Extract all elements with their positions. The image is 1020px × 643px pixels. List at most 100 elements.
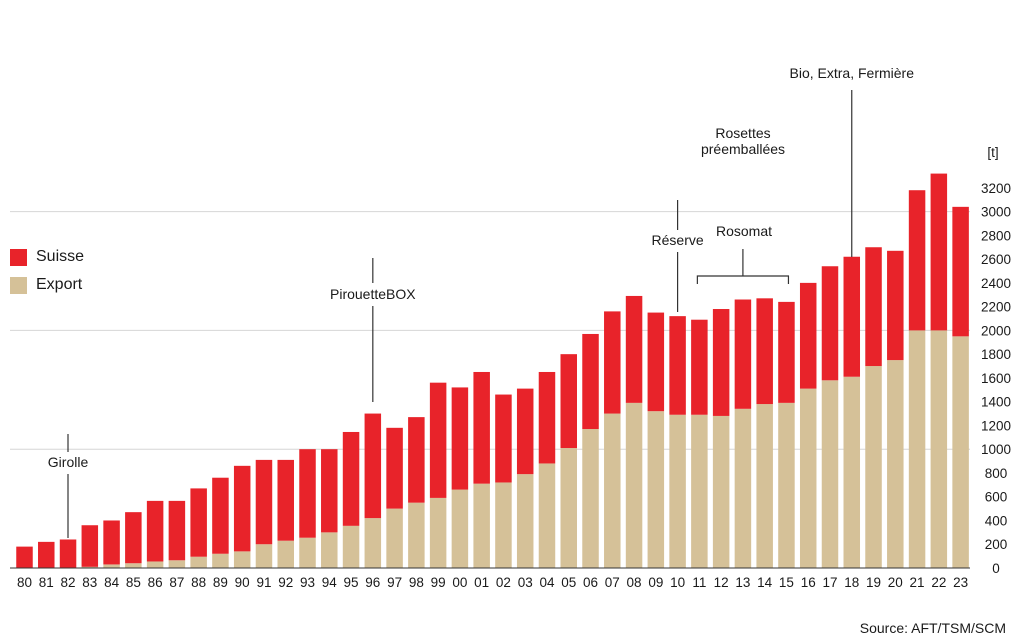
bar-suisse-21 [908, 190, 926, 331]
legend-swatch-suisse [10, 248, 27, 266]
bar-suisse-09 [647, 312, 665, 412]
x-tick-label-21: 21 [910, 575, 925, 590]
x-tick-label-10: 10 [670, 575, 685, 590]
x-tick-label-12: 12 [714, 575, 729, 590]
bar-export-12 [712, 415, 730, 568]
x-tick-label-93: 93 [300, 575, 315, 590]
x-tick-label-80: 80 [17, 575, 32, 590]
bar-suisse-14 [756, 298, 773, 405]
bar-export-15 [778, 402, 795, 568]
bar-export-89 [212, 553, 229, 568]
bar-export-92 [277, 540, 294, 568]
bar-export-86 [146, 561, 164, 568]
bar-export-02 [495, 482, 512, 568]
x-tick-label-97: 97 [387, 575, 402, 590]
bar-export-94 [321, 532, 338, 568]
bar-export-03 [516, 474, 534, 568]
bar-suisse-90 [233, 465, 251, 552]
x-tick-label-83: 83 [82, 575, 97, 590]
y-tick-label-800: 800 [985, 466, 1008, 481]
bar-export-04 [538, 463, 556, 568]
bar-suisse-81 [38, 541, 55, 568]
annotation-bio-extra-fermiere: Bio, Extra, Fermière [790, 65, 915, 81]
bar-export-20 [887, 360, 904, 568]
bar-suisse-95 [342, 431, 360, 526]
y-tick-label-2800: 2800 [981, 228, 1011, 243]
x-tick-label-22: 22 [931, 575, 946, 590]
y-axis-unit: [t] [987, 145, 998, 160]
x-tick-label-04: 04 [539, 575, 555, 590]
bar-export-23 [952, 336, 969, 568]
y-tick-label-400: 400 [985, 513, 1008, 528]
bar-suisse-96 [364, 413, 382, 519]
bar-suisse-08 [625, 295, 643, 403]
bar-export-87 [168, 560, 186, 568]
axes: 80 81 82 83 84 85 86 87 88 89 90 91 92 93 94 95 96 97 98 99… [10, 145, 1011, 590]
y-tick-label-1000: 1000 [981, 442, 1011, 457]
x-tick-label-01: 01 [474, 575, 489, 590]
x-tick-label-09: 09 [648, 575, 663, 590]
x-tick-label-16: 16 [801, 575, 816, 590]
bar-suisse-91 [255, 459, 273, 545]
legend-item-suisse: Suisse [10, 243, 84, 271]
x-tick-label-02: 02 [496, 575, 511, 590]
x-tick-label-86: 86 [148, 575, 163, 590]
bar-suisse-07 [604, 311, 621, 414]
x-tick-label-18: 18 [844, 575, 859, 590]
annotations: Girolle PirouetteBOX Réserve Rosettes préemb… [48, 65, 914, 538]
x-tick-label-88: 88 [191, 575, 206, 590]
bar-suisse-01 [473, 371, 490, 484]
x-tick-label-20: 20 [888, 575, 903, 590]
x-tick-label-19: 19 [866, 575, 881, 590]
bar-suisse-04 [538, 371, 556, 464]
bar-suisse-19 [865, 247, 882, 367]
bar-suisse-05 [560, 354, 577, 449]
legend-label-export: Export [36, 276, 83, 293]
bar-export-91 [255, 544, 273, 568]
annotation-reserve: Réserve [652, 232, 704, 248]
bar-suisse-99 [429, 382, 447, 498]
bar-export-05 [560, 448, 577, 568]
bar-suisse-87 [168, 500, 186, 561]
bar-export-95 [342, 525, 360, 568]
bar-export-18 [843, 376, 861, 568]
annotation-rosomat: Rosomat [716, 223, 772, 239]
x-tick-label-07: 07 [605, 575, 620, 590]
bar-export-17 [821, 380, 839, 568]
bar-suisse-23 [952, 206, 969, 337]
bar-suisse-92 [277, 459, 294, 541]
bar-export-19 [865, 366, 882, 568]
x-tick-label-95: 95 [344, 575, 359, 590]
x-tick-label-05: 05 [561, 575, 576, 590]
y-tick-label-2000: 2000 [981, 323, 1011, 338]
y-tick-label-200: 200 [985, 537, 1008, 552]
annotation-girolle: Girolle [48, 454, 89, 470]
x-tick-label-89: 89 [213, 575, 228, 590]
x-tick-label-91: 91 [256, 575, 271, 590]
bar-export-88 [190, 556, 207, 568]
bar-export-90 [233, 551, 251, 568]
bar-export-13 [734, 408, 752, 568]
bar-export-09 [647, 411, 665, 568]
x-tick-label-81: 81 [39, 575, 54, 590]
annotation-rosettes: Rosettes préemballées [701, 125, 785, 157]
y-tick-label-0: 0 [992, 561, 1000, 576]
y-tick-label-1400: 1400 [981, 395, 1011, 410]
x-tick-label-87: 87 [169, 575, 184, 590]
x-tick-label-94: 94 [322, 575, 338, 590]
x-tick-label-98: 98 [409, 575, 424, 590]
bar-export-97 [386, 508, 403, 568]
bar-export-21 [908, 330, 926, 568]
y-tick-label-3200: 3200 [981, 181, 1011, 196]
bar-export-16 [799, 388, 817, 568]
x-tick-label-23: 23 [953, 575, 968, 590]
y-tick-label-600: 600 [985, 490, 1008, 505]
bar-suisse-94 [321, 449, 338, 533]
x-tick-label-08: 08 [627, 575, 642, 590]
y-tick-label-2600: 2600 [981, 252, 1011, 267]
bar-suisse-88 [190, 488, 207, 557]
bar-export-84 [103, 564, 120, 568]
source-note: Source: AFT/TSM/SCM [859, 620, 1006, 636]
x-tick-label-90: 90 [235, 575, 250, 590]
x-tick-label-14: 14 [757, 575, 773, 590]
